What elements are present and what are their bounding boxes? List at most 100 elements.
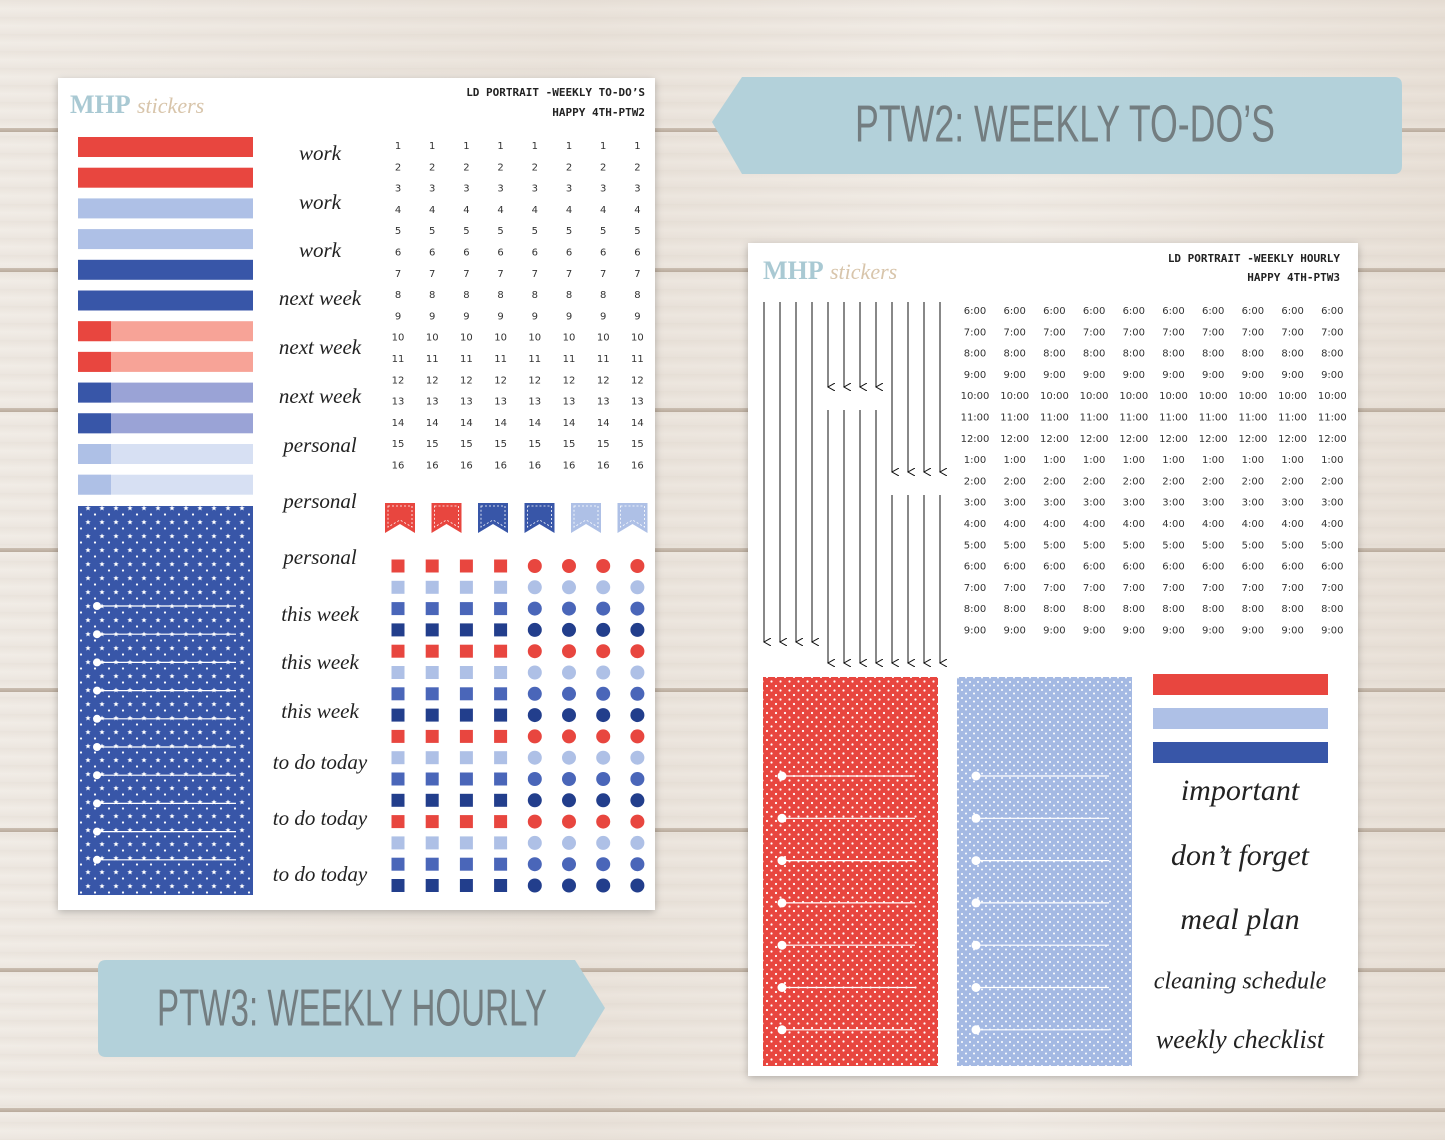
- dot-sticker: [527, 559, 542, 573]
- date-number: 9: [634, 311, 640, 322]
- sheet-title: LD PORTRAIT -WEEKLY HOURLY: [1168, 252, 1341, 265]
- time-label: 9:00: [1242, 370, 1264, 381]
- date-number: 6: [429, 248, 435, 259]
- date-number: 8: [532, 290, 538, 301]
- date-number: 9: [600, 311, 606, 322]
- dot-sticker: [562, 644, 576, 659]
- time-label: 3:00: [964, 498, 986, 509]
- square-sticker: [459, 751, 473, 765]
- time-label: 6:00: [1202, 306, 1224, 317]
- time-label: 4:00: [1242, 519, 1264, 530]
- date-number: 1: [497, 141, 503, 152]
- sheet-title: HAPPY 4TH-PTW3: [1247, 271, 1340, 284]
- square-sticker: [425, 644, 439, 658]
- time-label: 6:00: [1281, 562, 1303, 573]
- time-label: 6:00: [1242, 562, 1264, 573]
- square-sticker: [391, 772, 405, 786]
- dot-sticker: [527, 644, 542, 659]
- square-sticker: [494, 580, 508, 594]
- date-number: 8: [395, 290, 401, 301]
- label-sticker: next week: [279, 286, 362, 310]
- date-number: 4: [463, 205, 469, 216]
- dot-sticker: [596, 878, 611, 893]
- time-label: 2:00: [1162, 476, 1184, 487]
- time-label: 2:00: [1043, 476, 1065, 487]
- time-label: 7:00: [1043, 583, 1065, 594]
- time-label: 12:00: [1318, 434, 1347, 445]
- color-strip: [78, 290, 253, 311]
- date-number: 2: [600, 162, 606, 173]
- date-number: 13: [597, 397, 610, 408]
- square-sticker: [425, 602, 439, 616]
- dot-sticker: [562, 580, 576, 595]
- square-sticker: [494, 729, 508, 743]
- dot-sticker: [630, 622, 645, 637]
- checklist-hole: [93, 658, 101, 667]
- time-label: 1:00: [1123, 455, 1145, 466]
- time-label: 5:00: [1003, 540, 1025, 551]
- label-sticker: personal: [281, 433, 357, 457]
- square-sticker: [391, 580, 405, 594]
- dot-sticker: [562, 857, 576, 872]
- color-strip: [78, 413, 253, 434]
- date-number: 15: [494, 439, 507, 450]
- dot-sticker: [562, 878, 576, 893]
- time-label: 6:00: [1123, 562, 1145, 573]
- color-strip: [1153, 674, 1328, 695]
- square-sticker: [391, 836, 405, 850]
- time-label: 3:00: [1321, 498, 1343, 509]
- date-number: 15: [460, 439, 473, 450]
- date-number: 10: [460, 333, 473, 344]
- date-number: 9: [429, 311, 435, 322]
- square-sticker: [391, 793, 405, 807]
- square-sticker: [459, 879, 473, 892]
- time-label: 5:00: [1242, 540, 1264, 551]
- date-number: 4: [497, 205, 503, 216]
- time-label: 8:00: [1321, 349, 1343, 360]
- banner-shape: [98, 960, 605, 1057]
- checklist-hole: [777, 813, 787, 823]
- checklist-hole: [777, 898, 787, 908]
- square-sticker: [494, 815, 508, 829]
- time-label: 7:00: [1003, 583, 1025, 594]
- date-number: 4: [600, 205, 606, 216]
- date-number: 14: [460, 418, 473, 429]
- dot-sticker: [562, 686, 576, 701]
- date-number: 11: [597, 354, 610, 365]
- date-number: 6: [566, 248, 572, 259]
- square-sticker: [494, 602, 508, 616]
- time-label: 7:00: [964, 583, 986, 594]
- date-number: 6: [532, 248, 538, 259]
- checklist-hole: [971, 856, 981, 866]
- dot-sticker: [596, 559, 611, 573]
- flag-stitch: [480, 505, 506, 528]
- color-strip: [78, 351, 253, 372]
- dot-sticker: [527, 814, 542, 829]
- time-label: 3:00: [1281, 498, 1303, 509]
- time-label: 5:00: [1123, 540, 1145, 551]
- dot-sticker: [630, 793, 645, 808]
- date-number: 4: [429, 205, 435, 216]
- date-number: 11: [426, 354, 439, 365]
- time-label: 8:00: [1043, 604, 1065, 615]
- date-number: 8: [429, 290, 435, 301]
- date-number: 5: [532, 226, 538, 237]
- label-sticker: weekly checklist: [1156, 1025, 1325, 1054]
- time-label: 12:00: [1159, 434, 1188, 445]
- time-label: 6:00: [1083, 562, 1105, 573]
- time-label: 1:00: [1321, 455, 1343, 466]
- checklist-hole: [971, 983, 981, 992]
- dot-sticker: [527, 708, 542, 723]
- square-sticker: [494, 879, 508, 892]
- date-number: 3: [600, 184, 606, 195]
- date-number: 14: [494, 418, 507, 429]
- dot-sticker: [596, 772, 611, 786]
- time-label: 5:00: [1202, 540, 1224, 551]
- dot-sticker: [630, 750, 645, 765]
- date-number: 16: [528, 461, 541, 472]
- square-sticker: [494, 751, 508, 765]
- date-number: 9: [395, 311, 401, 322]
- checklist-hole: [777, 1025, 787, 1035]
- time-label: 4:00: [1202, 519, 1224, 530]
- dot-sticker: [630, 686, 645, 701]
